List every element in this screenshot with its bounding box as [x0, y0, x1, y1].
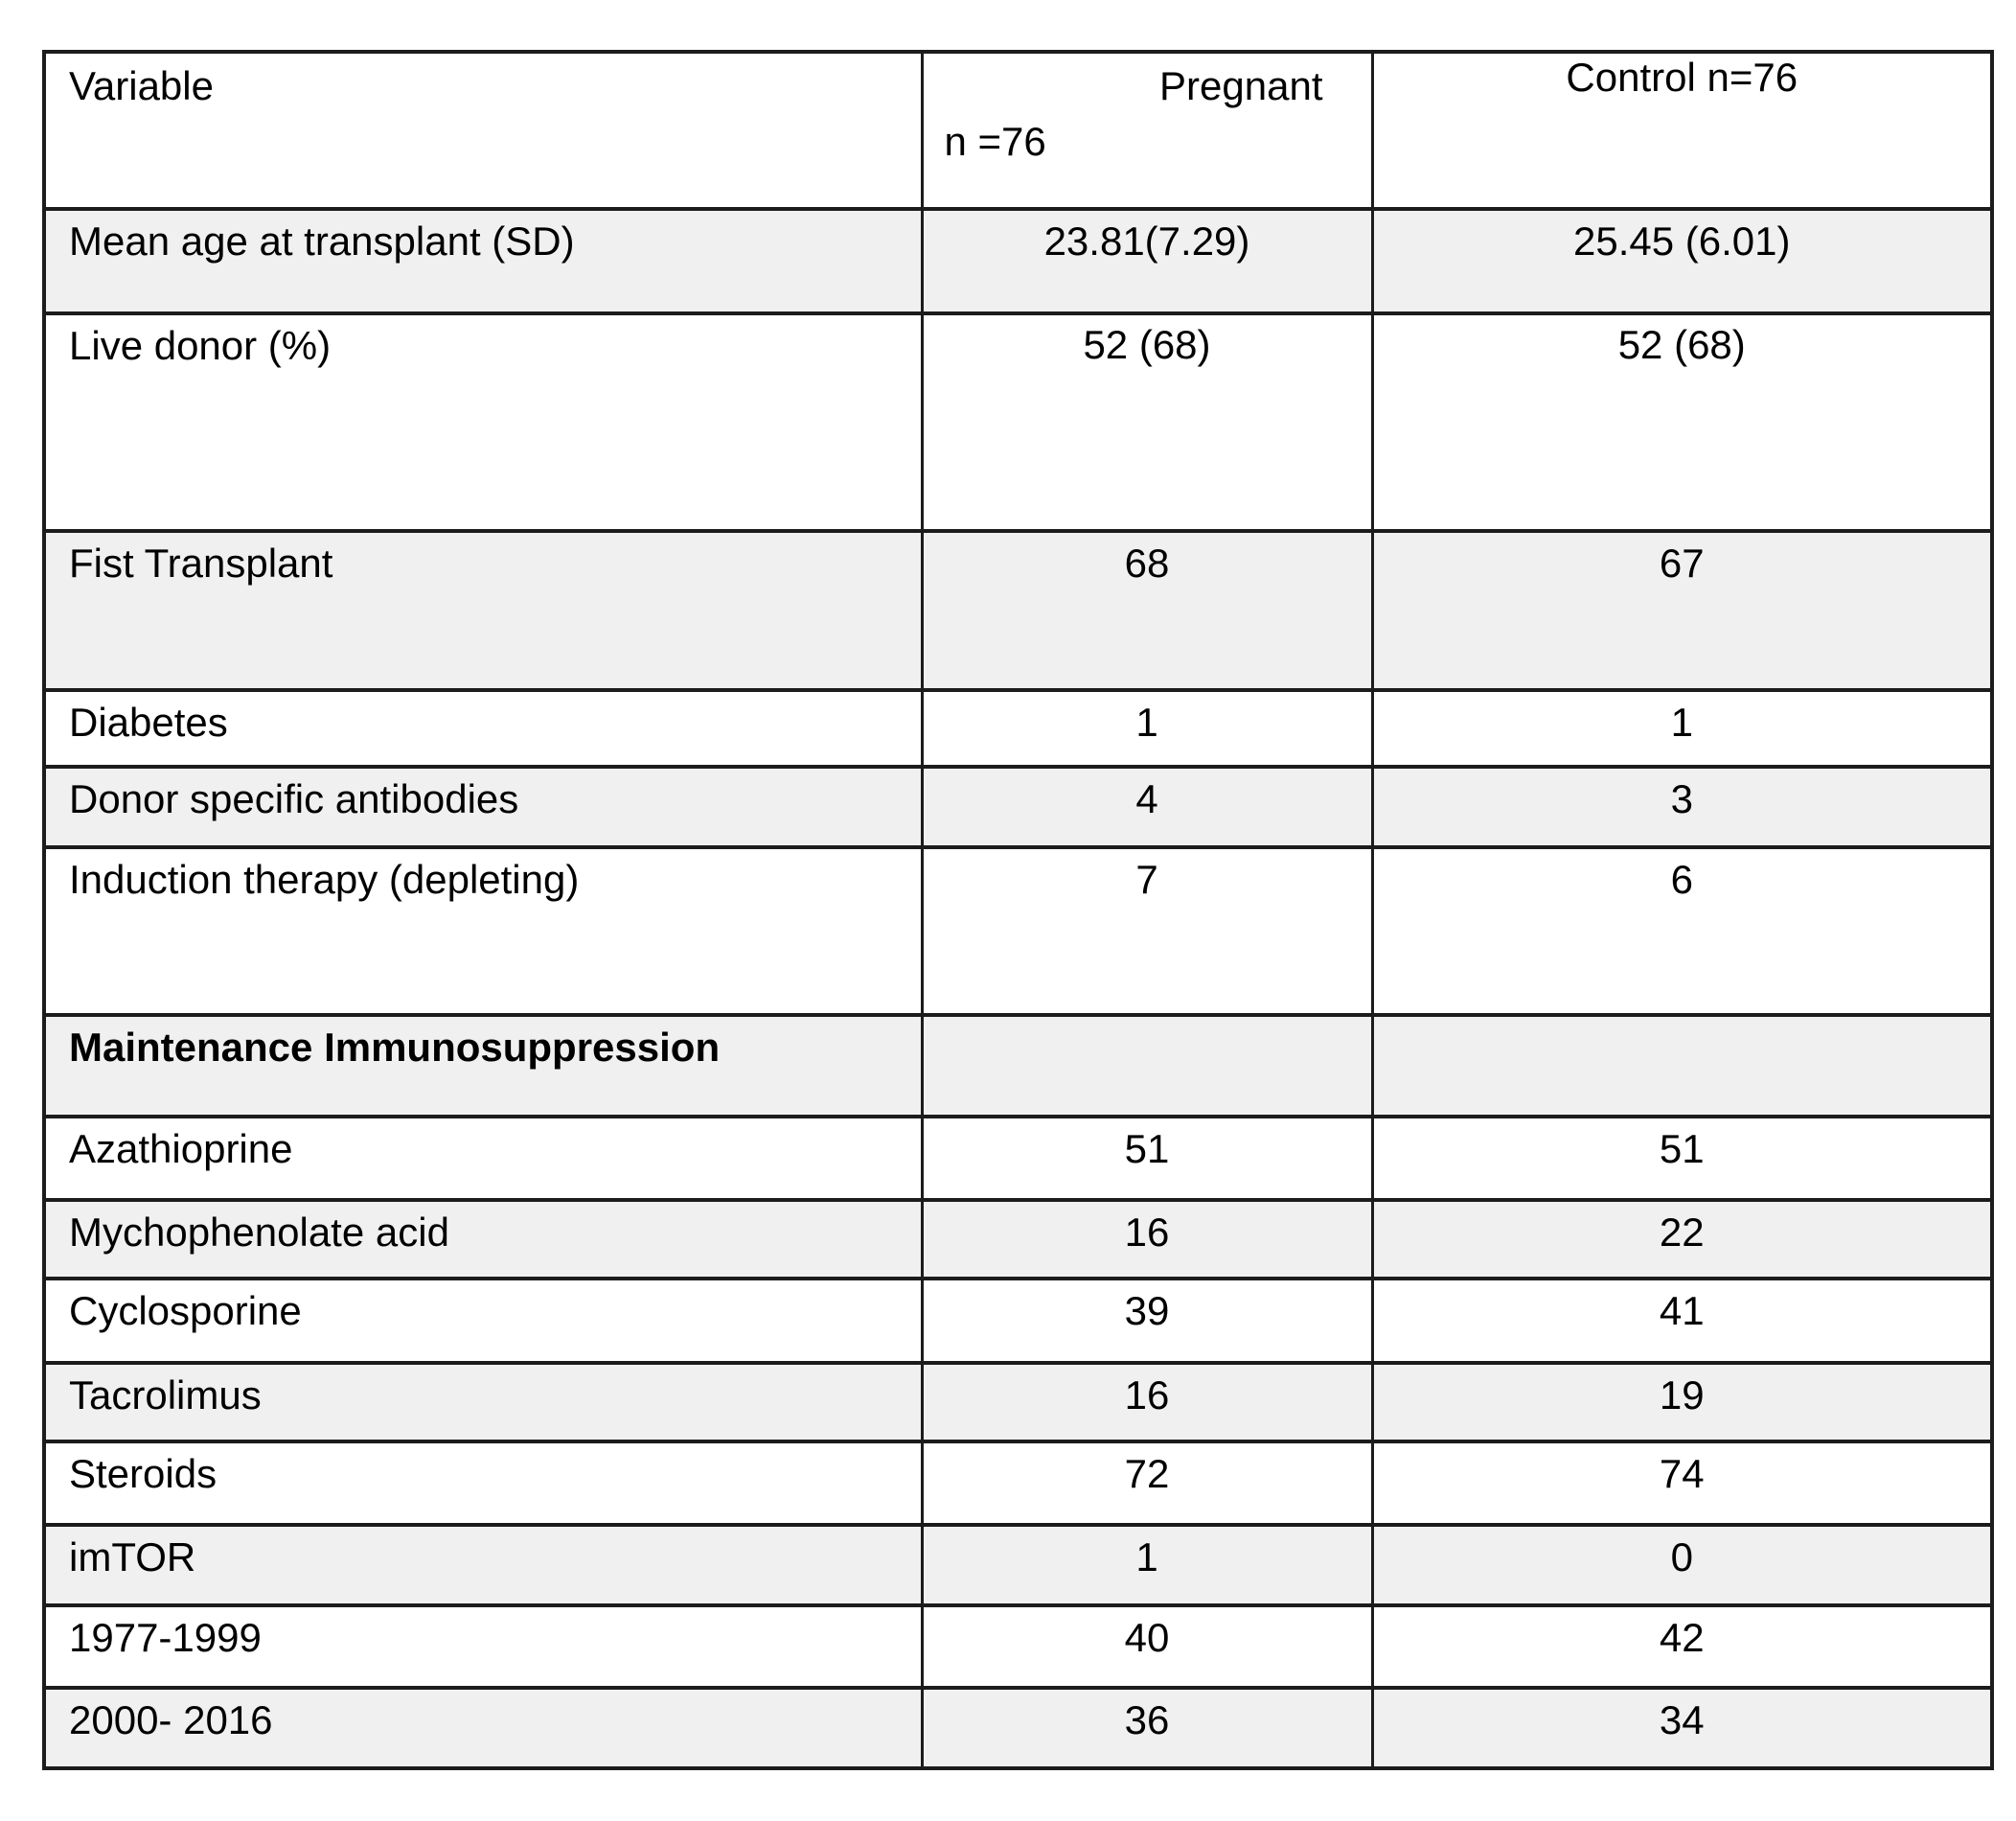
section-label-cell: Maintenance Immunosuppression [42, 1013, 924, 1118]
header-pregnant-count: n =76 [944, 119, 1046, 164]
row-label-cell: imTOR [42, 1523, 924, 1607]
row-label-cell: Induction therapy (depleting) [42, 845, 924, 1017]
table-row: Cyclosporine 39 41 [42, 1277, 1994, 1365]
table-row: Diabetes 1 1 [42, 688, 1994, 769]
pregnant-value-cell: 4 [920, 765, 1374, 849]
header-variable-cell: Variable [42, 50, 924, 211]
control-value-cell: 52 (68) [1370, 311, 1994, 533]
control-value-cell: 6 [1370, 845, 1994, 1017]
pregnant-value-cell: 36 [920, 1686, 1374, 1770]
pregnant-value-cell: 7 [920, 845, 1374, 1017]
row-label-cell: Steroids [42, 1440, 924, 1527]
header-pregnant-line1: Pregnant [1159, 63, 1323, 108]
table-row: Tacrolimus 16 19 [42, 1361, 1994, 1443]
table-row: Mean age at transplant (SD) 23.81(7.29) … [42, 207, 1994, 315]
row-label-cell: Fist Transplant [42, 529, 924, 692]
control-value-cell: 19 [1370, 1361, 1994, 1443]
row-label-cell: Donor specific antibodies [42, 765, 924, 849]
row-label-cell: Mychophenolate acid [42, 1198, 924, 1280]
pregnant-value-cell: 68 [920, 529, 1374, 692]
pregnant-value-cell: 39 [920, 1277, 1374, 1365]
control-value-cell: 34 [1370, 1686, 1994, 1770]
table-section-row: Maintenance Immunosuppression [42, 1013, 1994, 1118]
table-row: imTOR 1 0 [42, 1523, 1994, 1607]
control-value-cell: 3 [1370, 765, 1994, 849]
pregnant-value-cell: 23.81(7.29) [920, 207, 1374, 315]
pregnant-value-cell: 16 [920, 1361, 1374, 1443]
table-row: Live donor (%) 52 (68) 52 (68) [42, 311, 1994, 533]
control-value-cell: 51 [1370, 1115, 1994, 1202]
table-row: Fist Transplant 68 67 [42, 529, 1994, 692]
pregnant-value-cell: 40 [920, 1603, 1374, 1690]
header-row: Variable Pregnant n =76 Control n=76 [42, 50, 1994, 211]
control-value-cell: 1 [1370, 688, 1994, 769]
control-value-cell: 22 [1370, 1198, 1994, 1280]
table-row: 2000- 2016 36 34 [42, 1686, 1994, 1770]
row-label-cell: Cyclosporine [42, 1277, 924, 1365]
row-label-cell: Diabetes [42, 688, 924, 769]
table-row: Induction therapy (depleting) 7 6 [42, 845, 1994, 1017]
control-value-cell: 42 [1370, 1603, 1994, 1690]
row-label-cell: Tacrolimus [42, 1361, 924, 1443]
control-value-cell: 25.45 (6.01) [1370, 207, 1994, 315]
header-pregnant-cell: Pregnant n =76 [920, 50, 1374, 211]
pregnant-value-cell: 51 [920, 1115, 1374, 1202]
row-label-cell: Live donor (%) [42, 311, 924, 533]
control-value-cell: 0 [1370, 1523, 1994, 1607]
control-value-cell: 41 [1370, 1277, 1994, 1365]
pregnant-value-cell: 1 [920, 1523, 1374, 1607]
control-value-cell [1370, 1013, 1994, 1118]
row-label-cell: Azathioprine [42, 1115, 924, 1202]
row-label-cell: 1977-1999 [42, 1603, 924, 1690]
results-table: Variable Pregnant n =76 Control n=76 Mea… [42, 50, 1994, 1770]
pregnant-value-cell: 1 [920, 688, 1374, 769]
table-row: Mychophenolate acid 16 22 [42, 1198, 1994, 1280]
pregnant-value-cell: 72 [920, 1440, 1374, 1527]
pregnant-value-cell [920, 1013, 1374, 1118]
table-row: 1977-1999 40 42 [42, 1603, 1994, 1690]
control-value-cell: 67 [1370, 529, 1994, 692]
control-value-cell: 74 [1370, 1440, 1994, 1527]
row-label-cell: Mean age at transplant (SD) [42, 207, 924, 315]
row-label-cell: 2000- 2016 [42, 1686, 924, 1770]
table-row: Donor specific antibodies 4 3 [42, 765, 1994, 849]
pregnant-value-cell: 16 [920, 1198, 1374, 1280]
header-control-cell: Control n=76 [1370, 50, 1994, 211]
pregnant-value-cell: 52 (68) [920, 311, 1374, 533]
table-row: Steroids 72 74 [42, 1440, 1994, 1527]
table-row: Azathioprine 51 51 [42, 1115, 1994, 1202]
